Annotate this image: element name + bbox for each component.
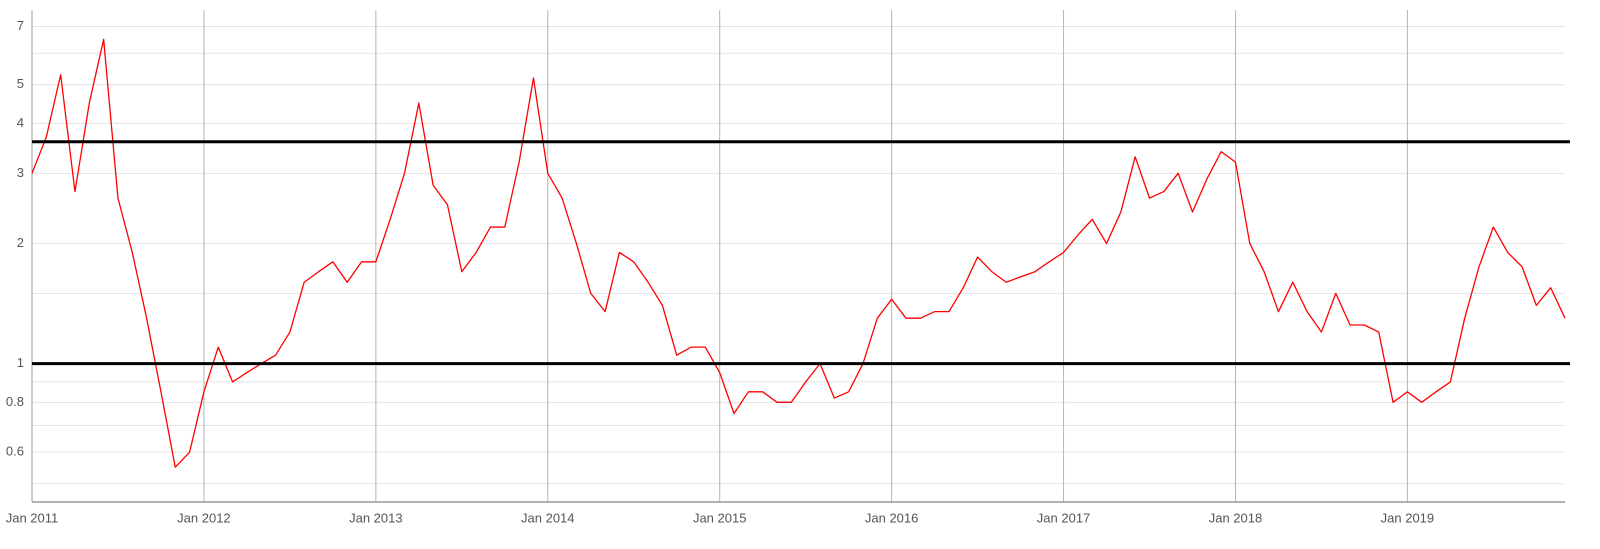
x-tick-label: Jan 2011 bbox=[6, 510, 59, 525]
x-tick-label: Jan 2014 bbox=[521, 510, 575, 525]
y-tick-label: 7 bbox=[17, 18, 24, 33]
y-tick-label: 5 bbox=[17, 76, 24, 91]
y-tick-label: 2 bbox=[17, 235, 24, 250]
x-tick-label: Jan 2015 bbox=[693, 510, 747, 525]
x-tick-label: Jan 2017 bbox=[1037, 510, 1091, 525]
y-tick-label: 0.6 bbox=[6, 444, 24, 459]
x-tick-label: Jan 2018 bbox=[1209, 510, 1263, 525]
data-line bbox=[31, 38, 1566, 468]
y-tick-label: 1 bbox=[17, 355, 24, 370]
x-tick-label: Jan 2013 bbox=[349, 510, 403, 525]
y-tick-label: 0.8 bbox=[6, 394, 24, 409]
y-tick-label: 3 bbox=[17, 165, 24, 180]
x-tick-label: Jan 2012 bbox=[177, 510, 231, 525]
x-tick-label: Jan 2016 bbox=[865, 510, 919, 525]
y-tick-label: 4 bbox=[17, 115, 24, 130]
x-tick-label: Jan 2019 bbox=[1381, 510, 1435, 525]
